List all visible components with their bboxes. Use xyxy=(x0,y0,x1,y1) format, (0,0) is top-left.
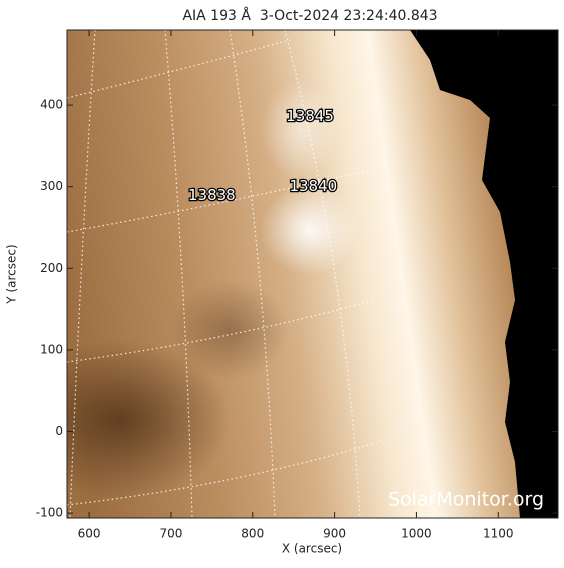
x-tick-label: 1000 xyxy=(401,527,432,541)
y-tick-label: 0 xyxy=(55,424,63,438)
plot-frame xyxy=(66,29,559,519)
y-tick-label: 400 xyxy=(40,98,63,112)
region-label: 13845 xyxy=(286,107,334,125)
y-tick-label: 100 xyxy=(40,342,63,356)
x-tick-label: 800 xyxy=(241,527,264,541)
y-tick-label: -100 xyxy=(36,506,63,520)
watermark: SolarMonitor.org xyxy=(388,489,544,511)
x-tick-label: 700 xyxy=(159,527,182,541)
y-axis-label: Y (arcsec) xyxy=(5,244,19,304)
x-axis-label: X (arcsec) xyxy=(282,542,342,556)
solar-image xyxy=(67,30,558,518)
y-tick-label: 300 xyxy=(40,179,63,193)
chart-title: AIA 193 Å 3-Oct-2024 23:24:40.843 xyxy=(182,7,437,24)
region-label: 13840 xyxy=(289,177,337,195)
region-label: 13838 xyxy=(188,186,236,204)
x-tick-label: 900 xyxy=(323,527,346,541)
x-tick-label: 1100 xyxy=(483,527,514,541)
y-tick-label: 200 xyxy=(40,261,63,275)
x-tick-label: 600 xyxy=(78,527,101,541)
